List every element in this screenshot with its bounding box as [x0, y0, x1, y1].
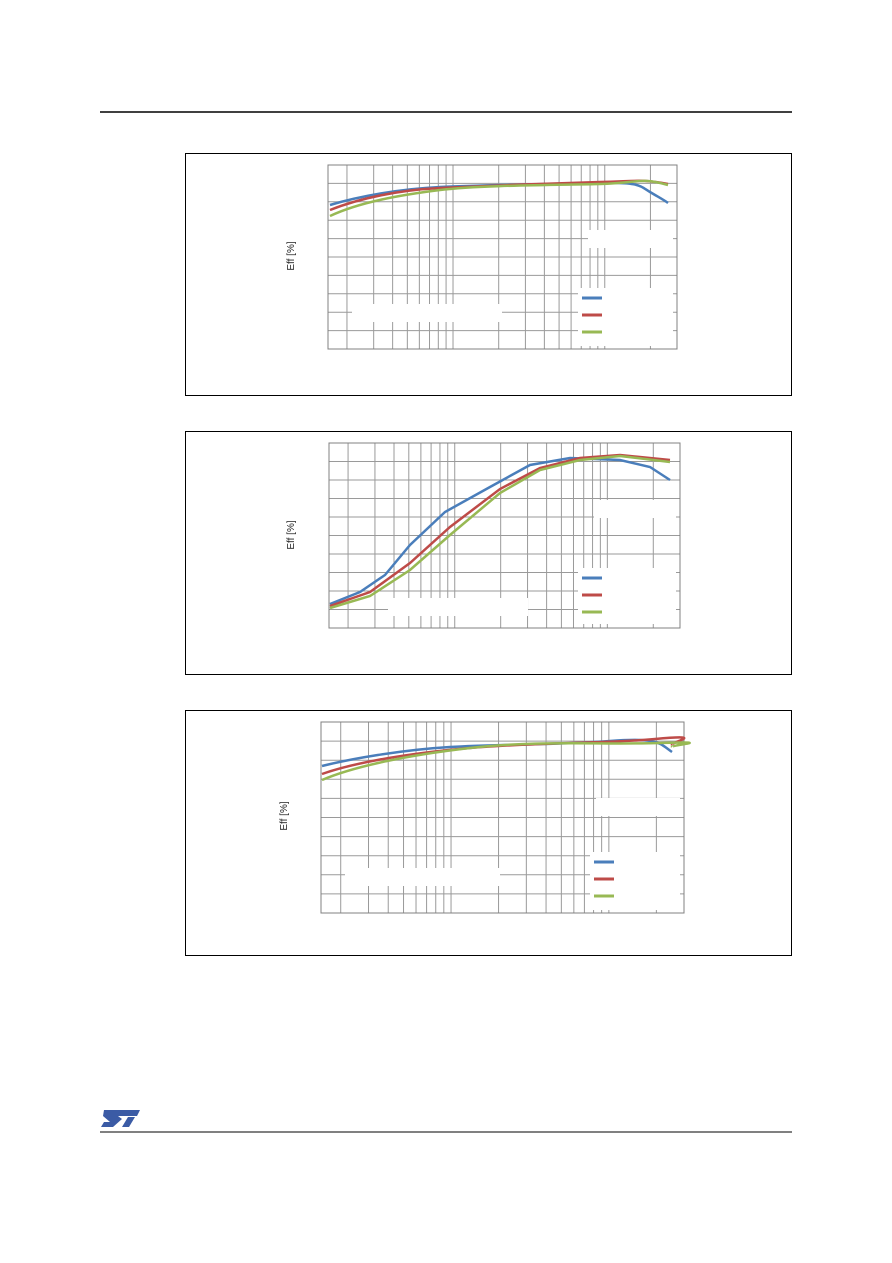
st-logo: [101, 1110, 140, 1127]
label-area: [345, 868, 500, 886]
plot-frame: [327, 164, 678, 350]
curve: [329, 453, 671, 608]
label-area: [588, 230, 673, 248]
plot-frame: [328, 442, 681, 629]
y-axis-label: Eff [%]: [286, 241, 297, 270]
y-axis-label: Eff [%]: [279, 801, 290, 830]
figure-frame: [185, 153, 792, 396]
figure-frame: [185, 431, 792, 675]
label-area: [596, 798, 680, 816]
curve: [321, 741, 691, 782]
figure-frame: [185, 710, 792, 956]
curve: [329, 454, 671, 610]
curve: [329, 456, 671, 606]
label-area: [594, 500, 676, 518]
y-axis-label: Eff [%]: [286, 520, 297, 549]
curve: [329, 179, 669, 218]
label-area: [352, 304, 502, 322]
plot-frame: [320, 721, 685, 914]
label-area: [388, 598, 528, 616]
curves: [321, 179, 691, 782]
